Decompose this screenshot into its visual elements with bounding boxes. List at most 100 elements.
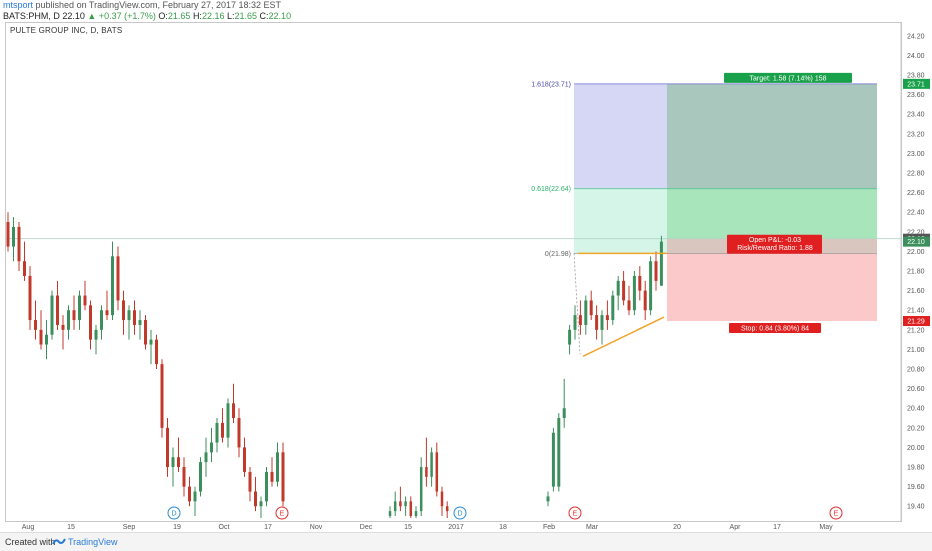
candle-down <box>605 315 609 321</box>
candle-down <box>270 471 274 482</box>
candle-down <box>409 501 413 517</box>
candle-down <box>72 310 76 321</box>
y-tick-label: 19.60 <box>907 484 925 491</box>
candle-down <box>248 471 252 492</box>
x-tick-label: 19 <box>173 524 181 531</box>
candle-down <box>89 305 92 340</box>
stop-label-bg <box>729 323 821 334</box>
x-tick-label: 15 <box>67 524 75 531</box>
dividend-event-icon <box>167 506 181 520</box>
x-tick-label: 17 <box>264 524 272 531</box>
y-tick-label: 22.00 <box>907 249 925 256</box>
candle-down <box>116 256 120 301</box>
last-price: 22.10 <box>62 11 85 21</box>
candle-down <box>155 339 158 365</box>
candle-up <box>546 496 550 502</box>
candle-down <box>23 261 26 276</box>
publish-header: mtsport published on TradingView.com, Fe… <box>0 0 932 22</box>
footer: Created with TradingView <box>0 532 932 551</box>
candle-up <box>430 452 433 477</box>
y-tick-label: 22.40 <box>907 210 925 217</box>
publish-info: published on TradingView.com, February 2… <box>35 0 282 10</box>
low-value: 21.65 <box>234 11 258 21</box>
high-value: 22.16 <box>201 11 225 21</box>
candle-down <box>595 315 599 330</box>
tradingview-brand[interactable]: TradingView <box>68 537 118 547</box>
author-link[interactable]: mtsport <box>3 0 34 10</box>
y-tick-label: 20.60 <box>907 386 925 393</box>
y-tick-label: 21.20 <box>907 327 925 334</box>
open-prefix: O: <box>158 11 168 21</box>
candle-up <box>204 452 208 463</box>
candle-down <box>188 486 191 502</box>
fib-label: 1.618(23.71) <box>531 81 571 88</box>
candle-up <box>276 452 279 482</box>
y-tick-label: 23.40 <box>907 112 925 119</box>
candle-up <box>215 422 219 443</box>
candle-down <box>435 452 439 492</box>
candle-down <box>425 467 428 477</box>
x-tick-label: Apr <box>730 524 742 531</box>
candle-up <box>584 300 588 325</box>
candle-down <box>643 290 647 311</box>
candle-down <box>399 501 402 507</box>
x-tick-label: Aug <box>22 524 35 531</box>
fib-label: 0(21.98) <box>545 251 571 258</box>
candle-down <box>34 320 37 330</box>
candle-down <box>440 491 444 507</box>
risk-reward-label: Risk/Reward Ratio: 1.88 <box>737 245 813 252</box>
price-label-bg <box>903 236 930 247</box>
open-pl-label: Open P&L: -0.03 <box>749 237 801 244</box>
candle-up <box>600 315 604 330</box>
x-tick-label: May <box>819 524 833 531</box>
low-prefix: L: <box>226 11 235 21</box>
candle-down <box>28 275 32 321</box>
candle-up <box>12 226 15 247</box>
candle-down <box>281 452 285 502</box>
candle-up <box>171 457 175 468</box>
y-tick-label: 23.20 <box>907 131 925 138</box>
candle-up <box>393 501 397 512</box>
x-tick-label: Sep <box>123 524 136 531</box>
candle-up <box>127 310 131 321</box>
candle-up <box>419 467 423 512</box>
price-chart[interactable]: 24.20 24.00 23.80 23.60 23.40 23.20 23.00 22.80… <box>0 0 932 532</box>
price-label-bg <box>903 316 930 327</box>
publish-line: mtsport published on TradingView.com, Fe… <box>3 0 281 11</box>
candle-down <box>445 506 449 512</box>
candle-up <box>226 403 230 438</box>
tradingview-logo-icon <box>52 538 66 545</box>
y-tick-label: 19.80 <box>907 465 925 472</box>
open-value: 21.65 <box>167 11 191 21</box>
candle-down <box>221 422 224 438</box>
candle-up <box>649 261 653 311</box>
x-tick-label: 2017 <box>448 524 464 531</box>
candle-down <box>105 310 109 316</box>
candle-up <box>659 241 663 286</box>
triangle-bottom-line <box>582 316 665 357</box>
created-with-label: Created with <box>5 537 56 547</box>
candle-up <box>259 501 263 507</box>
candle-up <box>78 295 81 321</box>
target-zone <box>667 83 877 189</box>
x-tick-label: Oct <box>219 524 230 531</box>
candle-up <box>193 491 197 502</box>
candle-down <box>144 320 147 345</box>
candle-up <box>199 462 202 492</box>
y-tick-label: 20.40 <box>907 406 925 413</box>
candle-down <box>133 310 136 325</box>
candle-down <box>83 295 87 306</box>
y-tick-label: 24.00 <box>907 53 925 60</box>
x-tick-label: Nov <box>310 524 323 531</box>
candle-down <box>122 300 125 321</box>
candle-up <box>45 334 48 345</box>
target-label-bg <box>724 72 852 83</box>
x-tick-label: Feb <box>543 524 555 531</box>
candle-up <box>562 408 566 419</box>
candle-down <box>622 280 626 301</box>
candle-up <box>414 511 418 517</box>
earnings-event-icon <box>829 506 843 520</box>
y-tick-label: 21.80 <box>907 269 925 276</box>
candle-up <box>616 280 620 296</box>
candle-down <box>589 300 593 316</box>
